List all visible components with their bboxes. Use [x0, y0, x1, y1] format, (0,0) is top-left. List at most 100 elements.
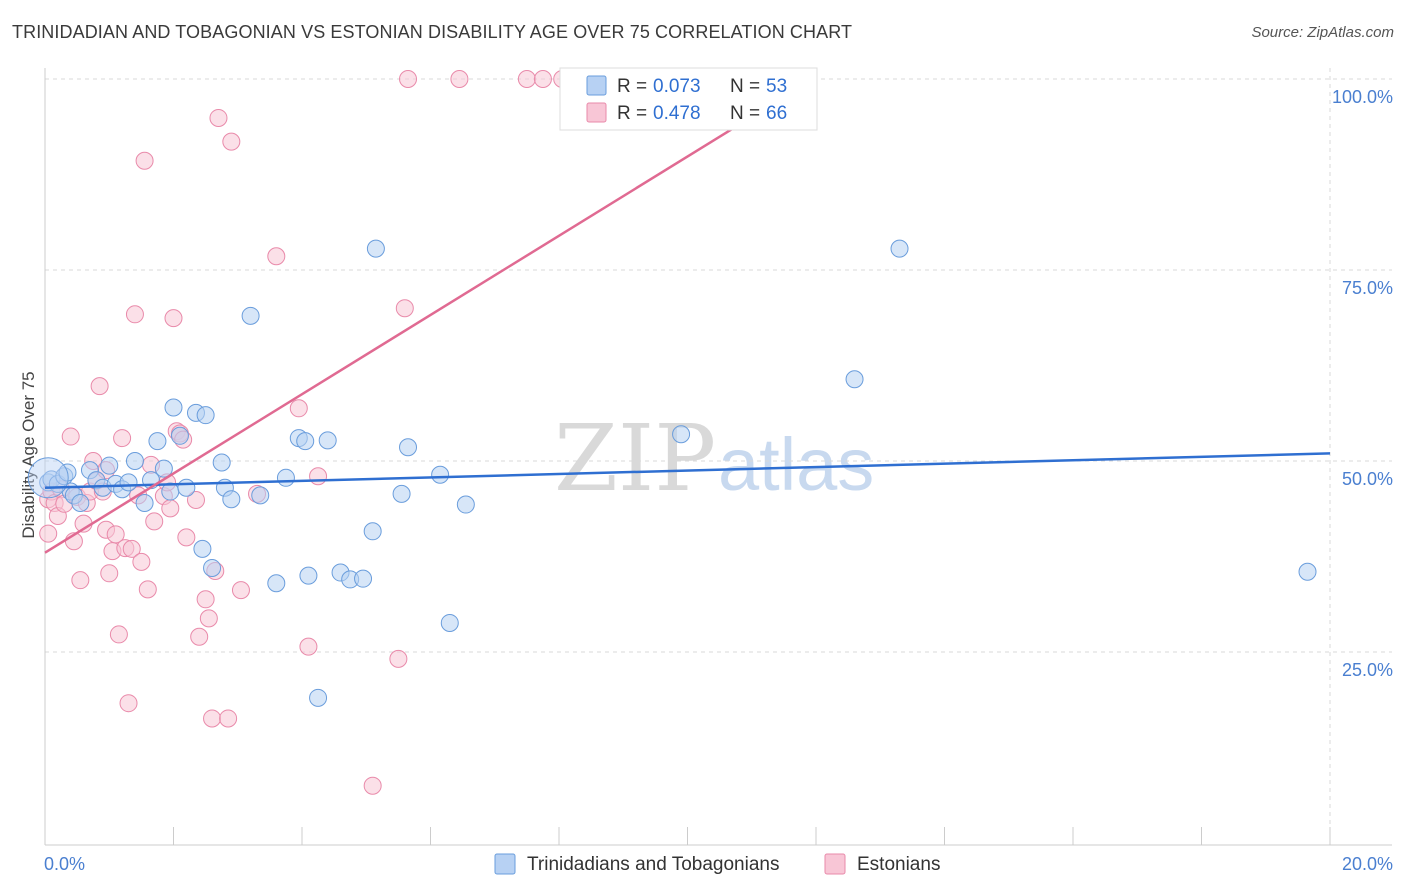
estonian-point: [190, 627, 209, 646]
estonian-point: [177, 528, 196, 547]
trinidadian-point: [71, 494, 90, 513]
grid-lines: [45, 68, 1392, 845]
estonian-point: [222, 132, 241, 151]
y-tick-label: 25.0%: [1342, 660, 1393, 680]
x-tick-labels: 0.0% 20.0%: [44, 854, 1393, 874]
trinidadian-point: [296, 432, 315, 451]
trinidadian-point: [154, 459, 173, 478]
trinidadian-point: [267, 574, 286, 593]
axes: [44, 68, 1392, 846]
y-axis-label: Disability Age Over 75: [19, 371, 38, 538]
estonian-point: [145, 512, 164, 531]
trinidadian-point: [125, 452, 144, 470]
trinidadian-point: [431, 465, 450, 484]
trinidadian-point: [177, 478, 196, 497]
legend-n-value-pink: 66: [766, 103, 787, 124]
trinidadian-point: [456, 495, 475, 514]
trinidadian-point: [366, 239, 385, 258]
trinidadian-point: [672, 425, 691, 444]
trinidadian-cluster-point: [27, 457, 69, 499]
y-tick-label: 100.0%: [1332, 87, 1393, 107]
trinidadian-point: [164, 398, 183, 417]
series-swatch-blue: [494, 853, 516, 875]
trinidadian-point: [363, 522, 382, 541]
y-tick-labels: 25.0% 50.0% 75.0% 100.0%: [1332, 87, 1393, 680]
watermark: ZIP atlas: [554, 405, 874, 512]
estonian-point: [125, 305, 144, 324]
estonian-point: [186, 490, 205, 509]
estonian-point: [164, 309, 183, 328]
trinidadian-point: [399, 438, 418, 457]
legend-r-value-pink: 0.478: [653, 103, 701, 124]
watermark-zip: ZIP: [554, 405, 716, 512]
estonian-point: [138, 580, 157, 599]
estonian-point: [61, 427, 80, 446]
estonian-point: [219, 709, 238, 728]
trinidadian-point: [193, 539, 212, 558]
trinidadian-point: [1298, 562, 1317, 581]
estonian-point: [119, 694, 138, 713]
y-tick-label: 75.0%: [1342, 278, 1393, 298]
trinidadian-point: [440, 613, 459, 632]
trinidadian-point: [196, 406, 215, 425]
series-label-blue: Trinidadians and Tobagonians: [527, 854, 779, 875]
estonian-point: [135, 151, 154, 170]
legend-r-value-blue: 0.073: [653, 76, 701, 97]
trinidadian-point: [309, 688, 328, 707]
trinidadian-point: [299, 566, 318, 585]
trinidadian-point: [241, 306, 260, 325]
estonian-point: [106, 525, 125, 544]
trinidadian-point: [318, 431, 337, 450]
legend-swatch-blue: [586, 75, 607, 96]
series-swatch-pink: [824, 853, 846, 875]
source-credit: Source: ZipAtlas.com: [1251, 24, 1394, 41]
estonian-point: [389, 649, 408, 668]
trinidadian-point: [119, 473, 138, 492]
trend-line-estonians: [44, 123, 740, 554]
estonian-point: [209, 108, 228, 127]
estonian-point: [109, 625, 128, 644]
trinidadian-point: [222, 490, 241, 509]
watermark-atlas: atlas: [718, 423, 874, 506]
x-tick-label-min: 0.0%: [44, 854, 85, 874]
legend-n-label-blue: N =: [730, 76, 760, 97]
y-tick-label: 50.0%: [1342, 469, 1393, 489]
estonian-point: [267, 247, 286, 266]
trinidadian-point: [251, 486, 270, 505]
estonian-point: [100, 564, 119, 583]
trinidadian-point: [100, 456, 119, 475]
estonian-point: [450, 70, 469, 88]
legend-swatch-pink: [586, 102, 607, 123]
estonian-point: [122, 539, 141, 558]
chart-title: TRINIDADIAN AND TOBAGONIAN VS ESTONIAN D…: [12, 22, 853, 42]
trinidadian-point: [392, 484, 411, 503]
estonian-point: [90, 377, 109, 396]
trinidadian-point: [203, 558, 222, 577]
trend-line-trinidadians: [44, 452, 1331, 489]
estonian-point: [132, 552, 151, 571]
estonian-point: [161, 499, 180, 518]
trinidadian-point: [212, 453, 231, 472]
estonian-point: [113, 429, 132, 448]
estonian-point: [203, 709, 222, 728]
estonian-point: [299, 637, 318, 656]
legend-r-label-blue: R =: [617, 76, 647, 97]
trinidadian-point: [890, 239, 909, 258]
estonian-point: [196, 590, 215, 609]
series-legend: Trinidadians and Tobagonians Estonians: [494, 853, 940, 875]
estonian-point: [363, 776, 382, 795]
correlation-legend: R = 0.073 N = 53 R = 0.478 N = 66: [559, 67, 818, 131]
legend-n-label-pink: N =: [730, 103, 760, 124]
estonian-point: [395, 299, 414, 318]
series-label-pink: Estonians: [857, 854, 940, 875]
estonian-point: [533, 70, 552, 88]
trinidadian-point: [845, 370, 864, 389]
estonian-point: [399, 70, 418, 88]
estonian-point: [39, 524, 58, 543]
trinidadian-point: [148, 432, 167, 451]
legend-n-value-blue: 53: [766, 76, 787, 97]
trinidadian-point: [276, 468, 295, 487]
estonian-point: [231, 581, 250, 600]
estonian-point: [517, 70, 536, 88]
